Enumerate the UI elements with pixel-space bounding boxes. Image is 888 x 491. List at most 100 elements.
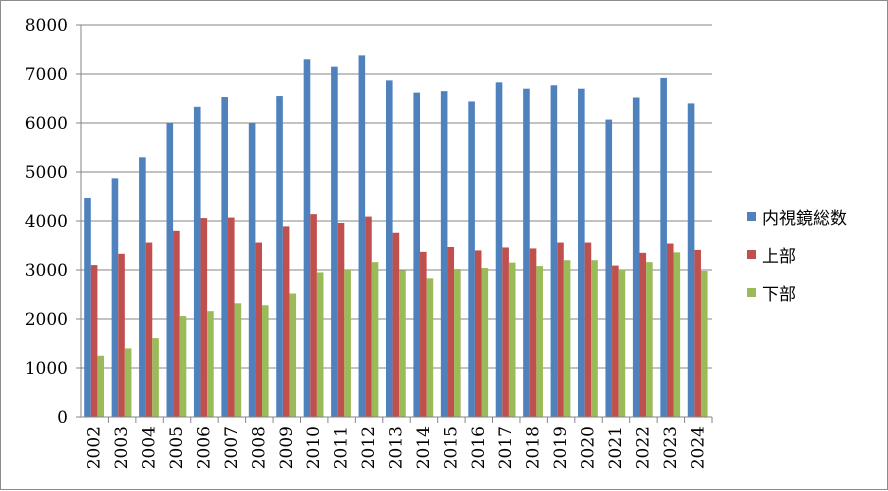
bar [282, 226, 290, 417]
bar [523, 88, 530, 417]
x-tick-label: 2005 [167, 426, 187, 469]
bar [331, 66, 338, 418]
bar [591, 260, 598, 417]
bar [618, 270, 626, 417]
bar [200, 218, 208, 417]
bar [502, 247, 509, 417]
bars [84, 55, 708, 418]
bar [673, 252, 681, 417]
axes [76, 24, 713, 423]
bar [337, 222, 345, 417]
x-tick-label: 2007 [222, 426, 242, 469]
bar [563, 260, 571, 417]
bar [276, 96, 283, 418]
bar [193, 106, 201, 417]
bar [454, 269, 461, 417]
bar [173, 230, 180, 417]
bar [97, 355, 104, 417]
bar [111, 178, 119, 417]
bar [152, 338, 159, 417]
bar [262, 305, 269, 417]
bar [124, 348, 132, 417]
y-tick-label: 6000 [25, 114, 68, 134]
bar [145, 242, 153, 417]
y-tick-label: 0 [57, 408, 68, 428]
legend-item-upper: 上部 [747, 235, 847, 273]
bar [221, 97, 228, 417]
bar [289, 293, 297, 417]
x-tick-label: 2021 [606, 426, 626, 469]
bar [481, 268, 489, 417]
bar [310, 214, 317, 417]
bar [495, 82, 503, 417]
bar [371, 262, 379, 417]
x-tick-label: 2017 [496, 426, 516, 469]
bar [578, 88, 585, 417]
bar [399, 270, 406, 417]
legend-label-upper: 上部 [762, 246, 796, 267]
bar [447, 246, 455, 417]
x-tick-label: 2009 [277, 426, 297, 469]
bar [316, 272, 324, 417]
bar [413, 92, 421, 418]
bar [660, 77, 667, 418]
x-tick-label: 2012 [359, 426, 379, 469]
bar [420, 251, 427, 417]
bar [426, 278, 434, 417]
legend-swatch-upper [747, 249, 756, 259]
x-tick-label: 2018 [524, 426, 544, 469]
bar [392, 232, 400, 417]
legend: 内視鏡総数 上部 下部 [747, 197, 847, 311]
legend-swatch-lower [747, 287, 756, 297]
legend-item-total: 内視鏡総数 [747, 197, 847, 235]
bar [474, 250, 482, 417]
x-tick-label: 2020 [579, 426, 599, 469]
bar [536, 266, 543, 417]
x-tick-label: 2002 [85, 426, 105, 469]
bar [166, 123, 174, 417]
legend-swatch-total [747, 211, 756, 221]
bar [508, 262, 516, 417]
bar [687, 103, 695, 418]
x-tick-label: 2013 [387, 426, 407, 469]
y-tick-label: 5000 [25, 163, 68, 183]
bar [529, 248, 537, 417]
y-tick-label: 8000 [25, 16, 68, 36]
x-tick-label: 2006 [194, 426, 214, 469]
bar [468, 101, 475, 417]
bar [612, 265, 619, 417]
y-tick-label: 4000 [25, 212, 68, 232]
bar [227, 217, 235, 417]
x-tick-label: 2015 [441, 426, 461, 469]
bar [303, 59, 311, 418]
bar [557, 242, 564, 417]
bar [646, 262, 653, 417]
tick-labels: 0 1000 2000 3000 4000 5000 6000 7000 8000 2002 200… [25, 16, 709, 469]
x-tick-label: 2003 [112, 426, 132, 469]
bar [550, 85, 558, 418]
legend-label-lower: 下部 [762, 284, 796, 305]
bar [139, 157, 146, 418]
bar [700, 270, 708, 417]
x-tick-label: 2010 [304, 426, 324, 469]
x-tick-label: 2008 [249, 426, 269, 469]
bar [84, 197, 91, 417]
bar [90, 265, 98, 417]
bar [385, 80, 393, 418]
x-tick-label: 2022 [633, 426, 653, 469]
x-tick-label: 2024 [688, 426, 708, 469]
legend-label-total: 内視鏡総数 [762, 208, 847, 229]
bar [440, 91, 448, 418]
x-tick-label: 2004 [140, 426, 160, 469]
bar [255, 242, 263, 417]
bar [207, 311, 214, 417]
y-tick-label: 1000 [25, 359, 68, 379]
bar [344, 270, 351, 417]
x-tick-label: 2019 [551, 426, 571, 469]
bar [666, 243, 674, 417]
y-tick-label: 2000 [25, 310, 68, 330]
bar [179, 316, 187, 417]
bar [584, 242, 592, 417]
